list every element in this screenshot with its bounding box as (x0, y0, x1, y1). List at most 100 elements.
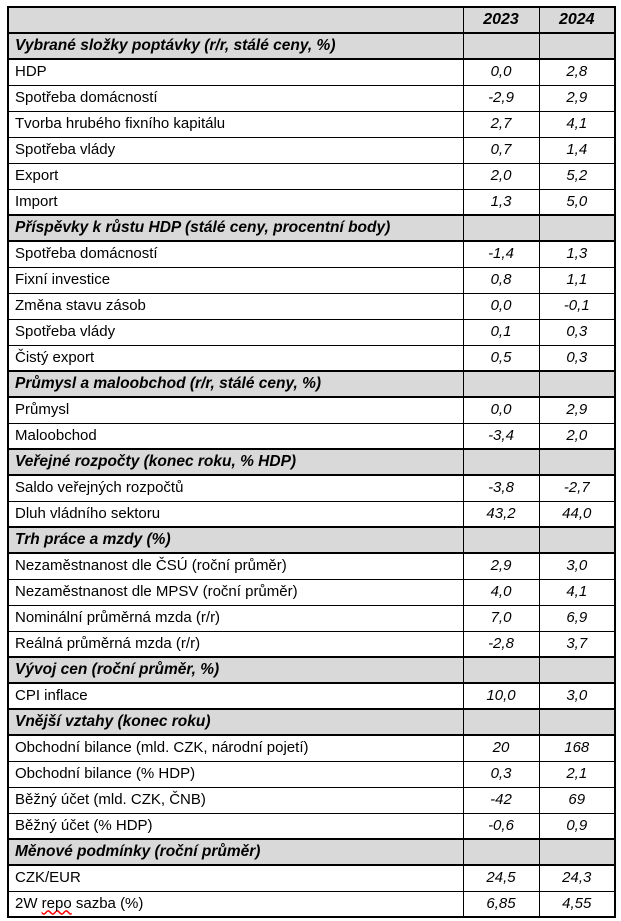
value-2024: 4,1 (538, 110, 616, 138)
value-2024: -0,1 (538, 292, 616, 320)
section-empty-cell-2024 (538, 656, 616, 684)
section-empty-cell-2023 (462, 708, 540, 736)
row-label: Dluh vládního sektoru (7, 500, 464, 528)
row-label: Spotřeba domácností (7, 240, 464, 268)
value-2023: 10,0 (462, 682, 540, 710)
section-empty-cell-2024 (538, 526, 616, 554)
section-row: Vybrané složky poptávky (r/r, stálé ceny… (7, 32, 616, 60)
value-2023: -2,8 (462, 630, 540, 658)
value-2024: 2,1 (538, 760, 616, 788)
row-label: Nezaměstnanost dle MPSV (roční průměr) (7, 578, 464, 606)
table-row: 2W repo sazba (%) 6,85 4,55 (7, 890, 616, 918)
value-2024: 2,9 (538, 84, 616, 112)
section-heading: Veřejné rozpočty (konec roku, % HDP) (7, 448, 464, 476)
value-2023: 0,5 (462, 344, 540, 372)
table-row: Fixní investice 0,8 1,1 (7, 266, 616, 294)
section-heading: Trh práce a mzdy (%) (7, 526, 464, 554)
section-empty-cell-2023 (462, 448, 540, 476)
value-2024: 1,3 (538, 240, 616, 268)
value-2023: 2,9 (462, 552, 540, 580)
value-2023: 0,7 (462, 136, 540, 164)
row-label: Průmysl (7, 396, 464, 424)
value-2024: 0,3 (538, 344, 616, 372)
section-row: Veřejné rozpočty (konec roku, % HDP) (7, 448, 616, 476)
value-2023: 43,2 (462, 500, 540, 528)
value-2024: 3,0 (538, 682, 616, 710)
table-row: Čistý export 0,5 0,3 (7, 344, 616, 372)
section-empty-cell-2024 (538, 214, 616, 242)
section-row: Trh práce a mzdy (%) (7, 526, 616, 554)
value-2024: -2,7 (538, 474, 616, 502)
section-empty-cell-2023 (462, 370, 540, 398)
value-2023: 0,0 (462, 292, 540, 320)
value-2024: 168 (538, 734, 616, 762)
value-2023: -1,4 (462, 240, 540, 268)
row-label: Obchodní bilance (mld. CZK, národní poje… (7, 734, 464, 762)
table-row: Dluh vládního sektoru 43,2 44,0 (7, 500, 616, 528)
row-label: CZK/EUR (7, 864, 464, 892)
value-2024: 6,9 (538, 604, 616, 632)
table-row: Průmysl 0,0 2,9 (7, 396, 616, 424)
table-row: HDP 0,0 2,8 (7, 58, 616, 86)
value-2023: 1,3 (462, 188, 540, 216)
section-heading: Vývoj cen (roční průměr, %) (7, 656, 464, 684)
table-row: Nezaměstnanost dle ČSÚ (roční průměr) 2,… (7, 552, 616, 580)
section-empty-cell-2023 (462, 526, 540, 554)
section-heading: Vybrané složky poptávky (r/r, stálé ceny… (7, 32, 464, 60)
value-2023: 0,8 (462, 266, 540, 294)
table-row: Běžný účet (mld. CZK, ČNB) -42 69 (7, 786, 616, 814)
table-row: Tvorba hrubého fixního kapitálu 2,7 4,1 (7, 110, 616, 138)
table-row: Reálná průměrná mzda (r/r) -2,8 3,7 (7, 630, 616, 658)
section-empty-cell-2024 (538, 708, 616, 736)
value-2023: 2,0 (462, 162, 540, 190)
value-2024: 4,1 (538, 578, 616, 606)
value-2023: 0,0 (462, 58, 540, 86)
value-2023: 0,0 (462, 396, 540, 424)
row-label: Fixní investice (7, 266, 464, 294)
value-2024: 1,1 (538, 266, 616, 294)
row-label: Maloobchod (7, 422, 464, 450)
section-row: Vnější vztahy (konec roku) (7, 708, 616, 736)
value-2024: 69 (538, 786, 616, 814)
value-2024: 0,9 (538, 812, 616, 840)
value-2023: 2,7 (462, 110, 540, 138)
section-empty-cell-2023 (462, 32, 540, 60)
value-2023: -2,9 (462, 84, 540, 112)
row-label: Spotřeba domácností (7, 84, 464, 112)
row-label: Reálná průměrná mzda (r/r) (7, 630, 464, 658)
value-2024: 4,55 (538, 890, 616, 918)
forecast-table: 2023 2024 Vybrané složky poptávky (r/r, … (7, 6, 616, 918)
value-2023: -42 (462, 786, 540, 814)
row-label: Změna stavu zásob (7, 292, 464, 320)
row-label: Export (7, 162, 464, 190)
row-label: Tvorba hrubého fixního kapitálu (7, 110, 464, 138)
row-label: Běžný účet (% HDP) (7, 812, 464, 840)
row-label: Běžný účet (mld. CZK, ČNB) (7, 786, 464, 814)
section-row: Průmysl a maloobchod (r/r, stálé ceny, %… (7, 370, 616, 398)
section-heading: Vnější vztahy (konec roku) (7, 708, 464, 736)
value-2024: 24,3 (538, 864, 616, 892)
table-row: Spotřeba vlády 0,7 1,4 (7, 136, 616, 164)
row-label: 2W repo sazba (%) (7, 890, 464, 918)
table-row: Export 2,0 5,2 (7, 162, 616, 190)
table-row: Maloobchod -3,4 2,0 (7, 422, 616, 450)
value-2024: 2,8 (538, 58, 616, 86)
table-row: Import 1,3 5,0 (7, 188, 616, 216)
section-empty-cell-2023 (462, 214, 540, 242)
row-label: Obchodní bilance (% HDP) (7, 760, 464, 788)
table-row: Běžný účet (% HDP) -0,6 0,9 (7, 812, 616, 840)
value-2024: 2,0 (538, 422, 616, 450)
section-empty-cell-2023 (462, 656, 540, 684)
table-row: Obchodní bilance (% HDP) 0,3 2,1 (7, 760, 616, 788)
table-row: Nominální průměrná mzda (r/r) 7,0 6,9 (7, 604, 616, 632)
value-2023: 6,85 (462, 890, 540, 918)
value-2023: -0,6 (462, 812, 540, 840)
section-row: Vývoj cen (roční průměr, %) (7, 656, 616, 684)
row-label: Čistý export (7, 344, 464, 372)
section-heading: Příspěvky k růstu HDP (stálé ceny, proce… (7, 214, 464, 242)
table-header-row: 2023 2024 (7, 6, 616, 34)
table-row: Spotřeba domácností -1,4 1,3 (7, 240, 616, 268)
value-2023: -3,4 (462, 422, 540, 450)
section-heading: Měnové podmínky (roční průměr) (7, 838, 464, 866)
